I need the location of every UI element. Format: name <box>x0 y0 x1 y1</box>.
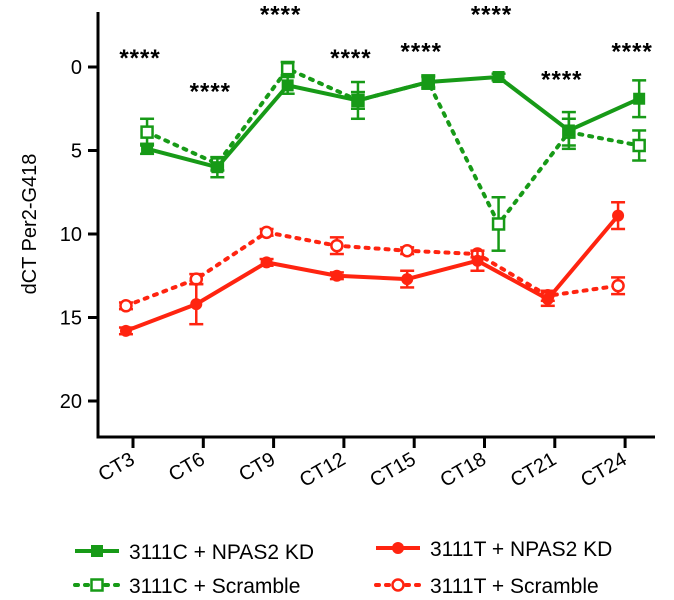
y-tick-label: 5 <box>71 141 82 163</box>
significance-label: **** <box>611 38 652 65</box>
data-point <box>422 76 435 89</box>
data-point <box>633 92 646 105</box>
significance-label: **** <box>401 38 442 65</box>
data-point <box>260 256 273 269</box>
x-tick-label: CT6 <box>165 448 209 486</box>
data-point <box>211 161 224 174</box>
legend-marker <box>90 578 104 592</box>
legend-marker <box>391 578 405 592</box>
significance-label: **** <box>190 78 231 105</box>
significance-annotations: **** **** **** **** **** **** **** **** <box>119 2 652 106</box>
series-line <box>125 214 620 333</box>
legend-marker <box>392 542 404 554</box>
y-axis-ticks: 0 5 10 15 20 <box>60 57 98 413</box>
legend: 3111C + NPAS2 KD 3111C + Scramble 3111T + … <box>73 538 612 598</box>
x-tick-label: CT18 <box>437 448 490 492</box>
data-point <box>190 298 203 311</box>
y-tick-label: 10 <box>60 224 82 246</box>
x-tick-label: CT15 <box>366 448 419 492</box>
series-group <box>118 60 647 337</box>
axes <box>96 12 655 439</box>
significance-label: **** <box>471 2 512 29</box>
series-1 <box>140 71 647 179</box>
data-point <box>259 225 274 240</box>
y-tick-label: 15 <box>60 308 82 330</box>
data-point <box>119 299 133 313</box>
data-point <box>351 94 364 107</box>
significance-label: **** <box>330 45 371 72</box>
legend-item-4: 3111T + Scramble <box>374 575 599 598</box>
data-point <box>141 142 154 155</box>
data-point <box>471 254 484 267</box>
legend-label: 3111T + Scramble <box>430 575 599 598</box>
x-axis-ticks: CT3 CT6 CT9 CT12 CT15 CT18 CT21 CT24 <box>95 437 631 492</box>
legend-item-3: 3111T + NPAS2 KD <box>376 538 612 561</box>
data-point <box>330 238 344 253</box>
legend-label: 3111T + NPAS2 KD <box>430 538 612 561</box>
legend-marker <box>91 545 103 557</box>
x-tick-label: CT9 <box>235 448 279 486</box>
data-point <box>140 125 154 139</box>
data-point <box>562 124 575 137</box>
legend-item-1: 3111C + NPAS2 KD <box>75 541 314 564</box>
data-point <box>330 269 343 282</box>
data-point <box>281 79 294 92</box>
data-point <box>401 273 414 286</box>
data-point <box>632 138 646 153</box>
x-tick-label: CT24 <box>577 448 630 492</box>
legend-label: 3111C + Scramble <box>129 575 300 598</box>
data-point <box>541 293 554 306</box>
y-tick-label: 20 <box>60 391 82 413</box>
series-3 <box>118 201 626 337</box>
data-point <box>612 209 625 222</box>
x-tick-label: CT21 <box>507 448 560 492</box>
data-point <box>400 243 414 258</box>
legend-item-2: 3111C + Scramble <box>73 575 300 598</box>
data-point <box>492 71 505 84</box>
data-point <box>491 217 506 231</box>
significance-label: **** <box>119 45 160 72</box>
x-tick-label: CT3 <box>95 448 139 486</box>
x-tick-label: CT12 <box>296 448 349 492</box>
legend-label: 3111C + NPAS2 KD <box>129 541 314 564</box>
y-axis-title: dCT Per2-G418 <box>19 154 41 295</box>
data-point <box>119 324 132 337</box>
data-point <box>280 61 295 76</box>
data-point <box>611 279 625 293</box>
series-line <box>146 75 640 170</box>
series-line <box>123 230 621 308</box>
significance-label: **** <box>260 2 301 29</box>
y-tick-label: 0 <box>71 57 82 79</box>
significance-label: **** <box>541 67 582 94</box>
